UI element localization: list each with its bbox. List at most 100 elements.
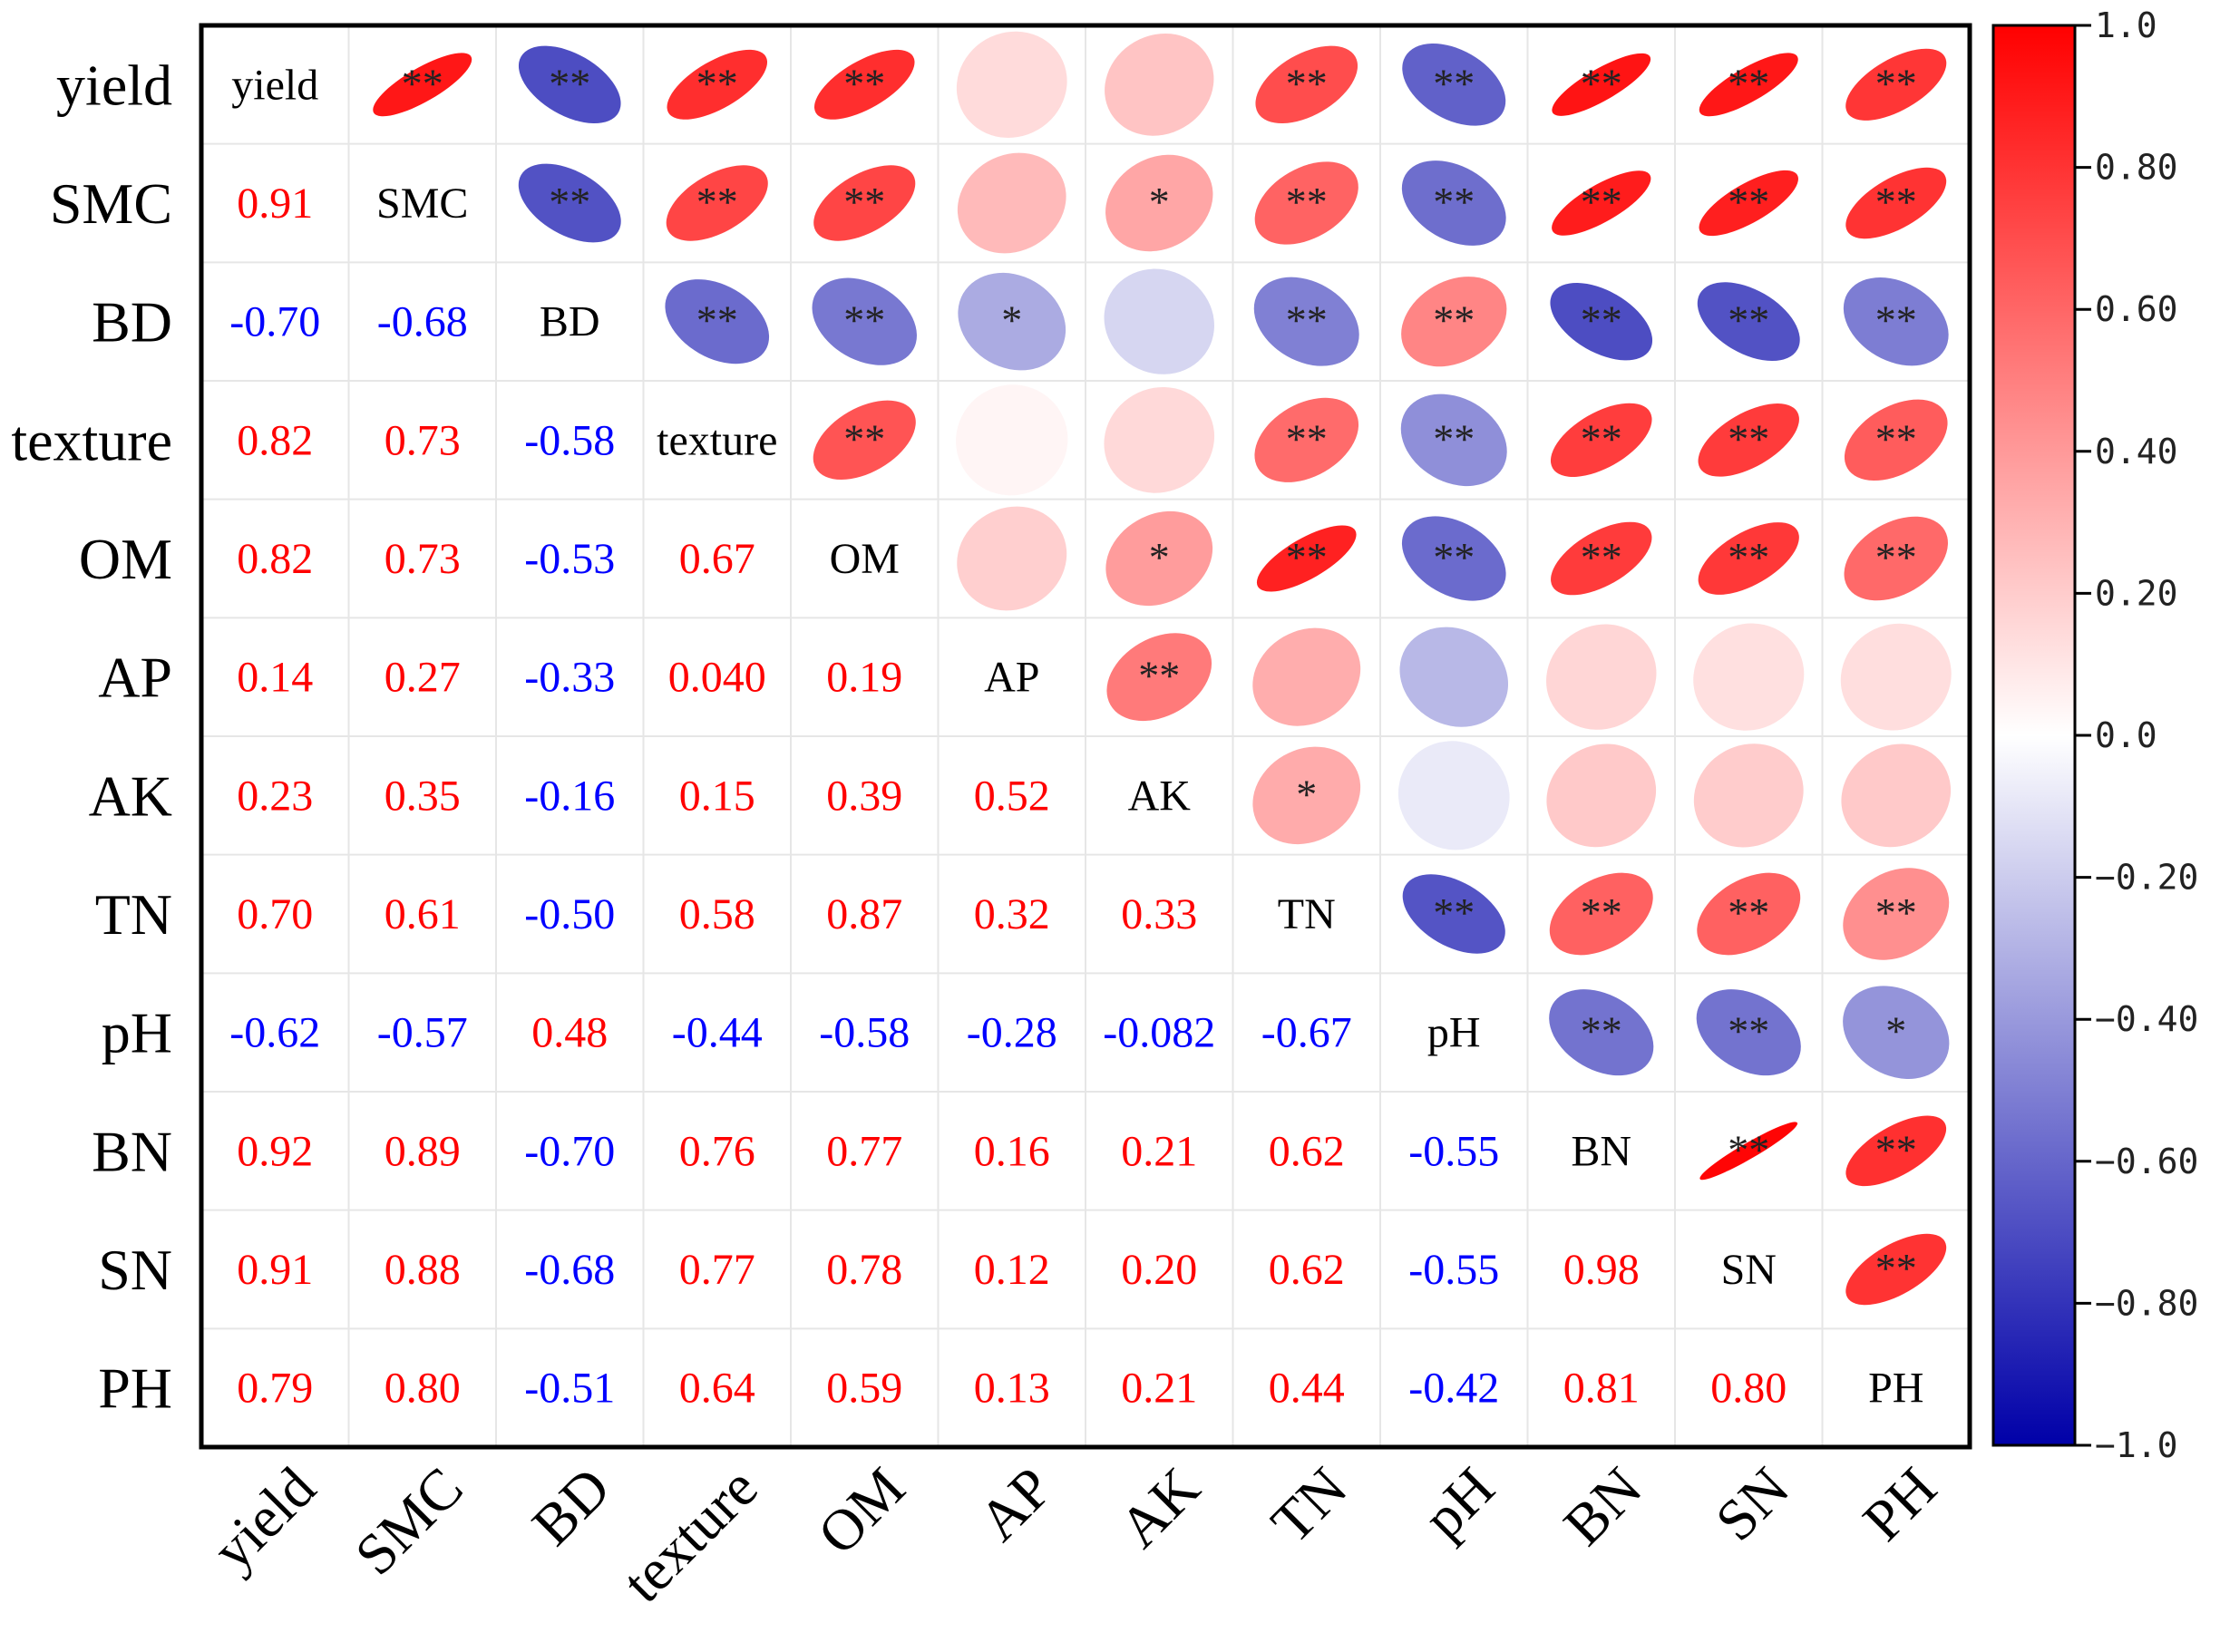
correlation-ellipse <box>1551 521 1652 596</box>
column-label: TN <box>1259 1455 1359 1556</box>
correlation-value: 0.80 <box>385 1365 461 1413</box>
correlation-ellipse <box>956 31 1067 138</box>
correlation-ellipse <box>1546 743 1657 848</box>
correlation-ellipse <box>1104 268 1214 374</box>
column-label: AK <box>1107 1455 1212 1560</box>
correlation-ellipse <box>1401 516 1506 601</box>
diagonal-label: SMC <box>376 180 468 228</box>
colorbar-tick-label: 1.0 <box>2095 5 2157 45</box>
row-label: AP <box>98 646 172 710</box>
correlation-ellipse <box>1843 986 1950 1079</box>
correlation-ellipse <box>1549 989 1654 1076</box>
correlation-ellipse <box>1693 743 1804 848</box>
correlation-value: 0.44 <box>1269 1365 1345 1413</box>
correlation-ellipse <box>1697 872 1801 956</box>
correlation-value: -0.57 <box>377 1009 468 1057</box>
significance-mark: ** <box>1433 60 1475 106</box>
correlation-value: -0.55 <box>1408 1127 1499 1175</box>
significance-mark: * <box>1149 179 1170 225</box>
correlation-value: 0.59 <box>826 1365 902 1413</box>
matrix-frame <box>199 23 1972 1450</box>
colorbar-tick-label: 0.60 <box>2095 289 2178 329</box>
correlation-ellipse <box>1256 525 1357 592</box>
correlation-ellipse <box>1400 394 1507 487</box>
correlation-value: 0.58 <box>679 890 755 938</box>
significance-mark: * <box>1149 534 1170 580</box>
correlation-ellipse <box>1841 743 1952 848</box>
significance-mark: ** <box>1875 1245 1917 1291</box>
row-label: yield <box>56 53 172 117</box>
colorbar-gradient <box>1991 24 2077 1447</box>
correlation-ellipse <box>1696 989 1801 1076</box>
colorbar-tick-label: −0.20 <box>2095 858 2198 898</box>
correlation-value: 0.92 <box>237 1127 313 1175</box>
correlation-ellipse <box>667 49 768 120</box>
correlation-ellipse <box>957 152 1066 254</box>
colorbar-tick-label: 0.80 <box>2095 148 2178 188</box>
correlation-ellipse <box>1698 403 1799 477</box>
correlation-ellipse <box>958 272 1066 371</box>
correlation-value: 0.040 <box>668 654 766 702</box>
correlation-value: 0.73 <box>385 535 461 583</box>
correlation-ellipse <box>1699 170 1798 237</box>
correlation-ellipse <box>1254 397 1359 482</box>
row-label: TN <box>95 882 172 947</box>
diagonal-label: texture <box>657 416 777 464</box>
significance-mark: ** <box>696 297 738 344</box>
correlation-value: -0.70 <box>229 298 320 346</box>
significance-mark: ** <box>1875 60 1917 106</box>
diagonal-label: OM <box>830 535 900 583</box>
correlation-ellipse <box>1550 403 1652 477</box>
correlation-ellipse <box>1105 33 1214 136</box>
correlation-value: 0.82 <box>237 416 313 464</box>
correlation-value: -0.44 <box>672 1009 763 1057</box>
correlation-ellipse <box>1397 741 1510 850</box>
correlation-value: -0.33 <box>524 654 615 702</box>
significance-mark: ** <box>843 179 885 225</box>
significance-mark: ** <box>1286 297 1328 344</box>
correlation-value: -0.082 <box>1103 1009 1215 1057</box>
correlation-ellipse <box>812 277 917 365</box>
correlation-value: 0.73 <box>385 416 461 464</box>
correlation-value: 0.33 <box>1121 890 1197 938</box>
correlation-value: 0.79 <box>237 1365 313 1413</box>
correlation-ellipse <box>1697 282 1800 362</box>
colorbar-tick-label: −1.0 <box>2095 1425 2178 1465</box>
correlation-value: 0.78 <box>826 1246 902 1294</box>
correlation-value: -0.62 <box>229 1009 320 1057</box>
correlation-ellipse <box>666 165 768 241</box>
significance-mark: ** <box>1286 179 1328 225</box>
correlation-value: 0.61 <box>385 890 461 938</box>
matrix-cells: yield ** ** ** ** ** ** ** ** **0.91 SMC ** ** ** * ** *… <box>229 31 1952 1413</box>
correlation-value: -0.16 <box>524 772 615 820</box>
correlation-value: -0.53 <box>524 535 615 583</box>
column-label: texture <box>610 1455 770 1615</box>
column-label: PH <box>1851 1455 1949 1553</box>
significance-mark: ** <box>1433 179 1475 225</box>
correlation-value: 0.87 <box>826 890 902 938</box>
correlation-value: 0.39 <box>826 772 902 820</box>
correlation-value: 0.21 <box>1121 1365 1197 1413</box>
correlation-ellipse <box>1255 45 1358 124</box>
significance-mark: ** <box>1581 297 1622 344</box>
correlation-value: 0.62 <box>1269 1127 1345 1175</box>
significance-mark: ** <box>1728 1126 1769 1172</box>
correlation-ellipse <box>813 165 916 241</box>
correlation-ellipse <box>1845 167 1947 239</box>
significance-mark: ** <box>843 415 885 462</box>
significance-mark: ** <box>696 60 738 106</box>
row-label: PH <box>98 1356 172 1421</box>
correlation-value: 0.88 <box>385 1246 461 1294</box>
correlation-ellipse <box>1550 282 1653 361</box>
significance-mark: ** <box>1286 534 1328 580</box>
correlation-value: -0.28 <box>967 1009 1057 1057</box>
column-label: yield <box>200 1455 327 1583</box>
colorbar-tick-label: −0.60 <box>2095 1142 2198 1181</box>
correlation-ellipse <box>1104 386 1215 493</box>
colorbar-tick-label: −0.40 <box>2095 999 2198 1039</box>
significance-mark: ** <box>1433 534 1475 580</box>
correlation-value: 0.19 <box>826 654 902 702</box>
diagonal-label: AK <box>1128 772 1192 820</box>
